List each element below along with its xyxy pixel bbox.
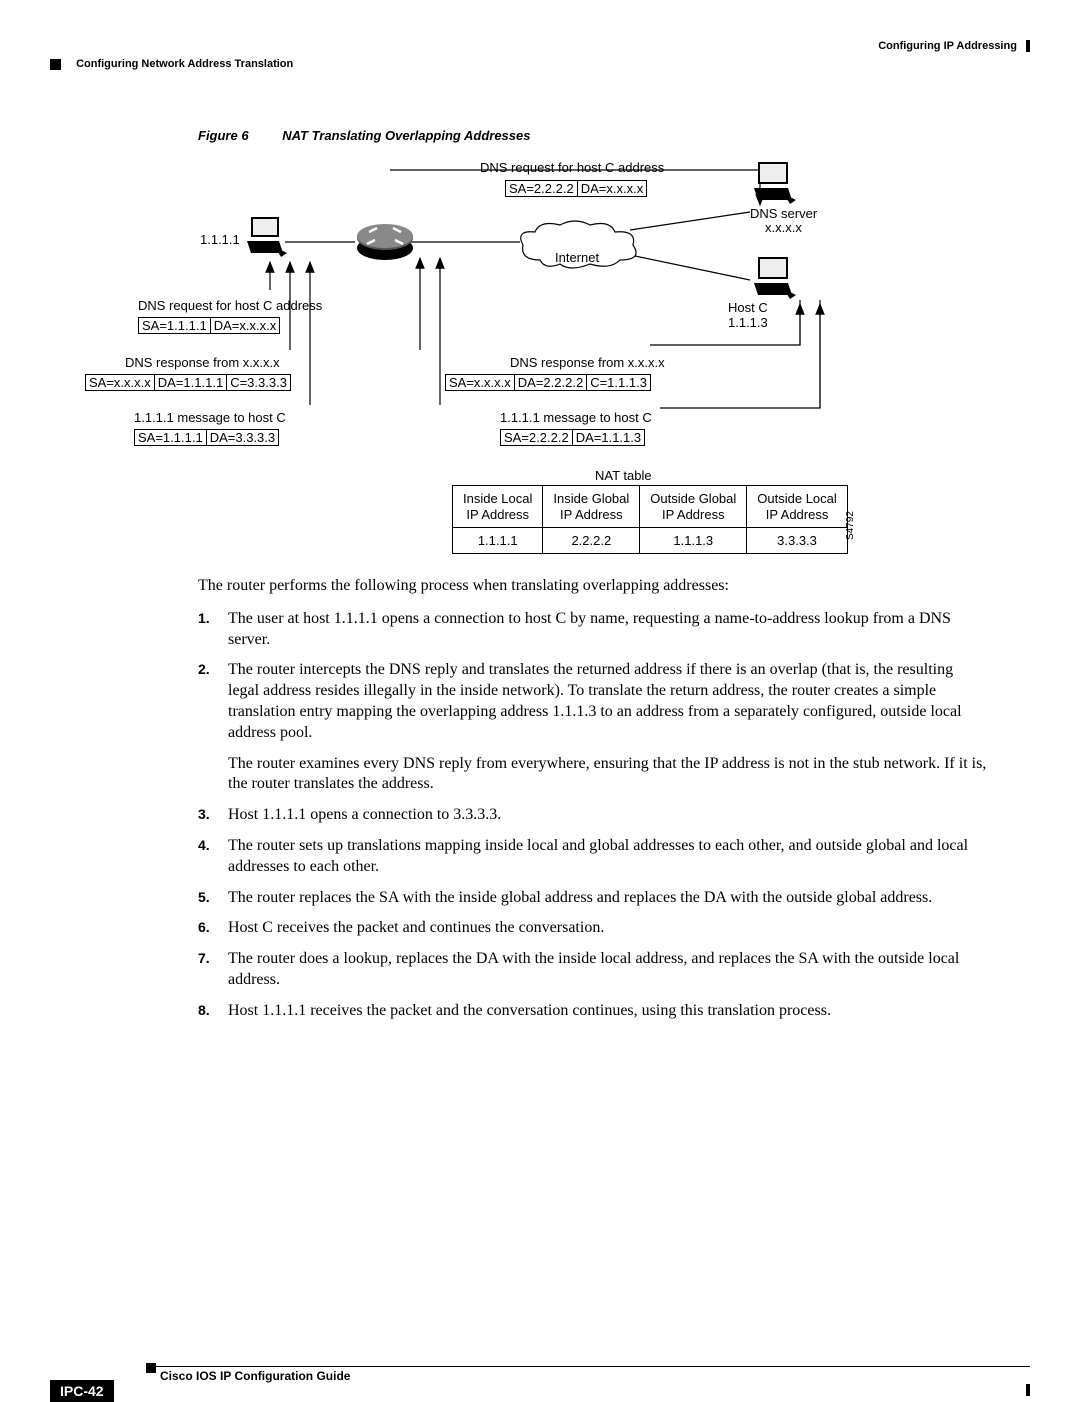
running-header-left: Configuring Network Address Translation bbox=[50, 58, 293, 70]
header-right-marker-icon bbox=[1026, 40, 1030, 52]
step-3: 3.Host 1.1.1.1 opens a connection to 3.3… bbox=[198, 805, 988, 826]
left-dns-response: DNS response from x.x.x.x bbox=[125, 355, 280, 370]
nat-td-0: 1.1.1.1 bbox=[453, 528, 543, 554]
nat-th-3: Outside Local IP Address bbox=[747, 486, 848, 528]
left-msg: 1.1.1.1 message to host C bbox=[134, 410, 286, 425]
right-msg: 1.1.1.1 message to host C bbox=[500, 410, 652, 425]
rp2-da: DA=2.2.2.2 bbox=[514, 375, 586, 391]
dns-server-addr: x.x.x.x bbox=[765, 220, 802, 235]
step-5: 5.The router replaces the SA with the in… bbox=[198, 888, 988, 909]
nat-table: Inside Local IP Address Inside Global IP… bbox=[452, 485, 848, 554]
host-c-addr: 1.1.1.3 bbox=[728, 315, 768, 330]
dns-server-icon bbox=[750, 160, 800, 210]
dns-request-top-label: DNS request for host C address bbox=[480, 160, 664, 175]
step-8: 8.Host 1.1.1.1 receives the packet and t… bbox=[198, 1001, 988, 1022]
nat-th-1: Inside Global IP Address bbox=[543, 486, 640, 528]
computer-icon bbox=[245, 215, 290, 260]
host-c-label: Host C bbox=[728, 300, 768, 315]
lp2-sa: SA=x.x.x.x bbox=[86, 375, 155, 391]
lp2-da: DA=1.1.1.1 bbox=[154, 375, 226, 391]
intro-text: The router performs the following proces… bbox=[198, 576, 988, 597]
nat-td-1: 2.2.2.2 bbox=[543, 528, 640, 554]
page-footer: Cisco IOS IP Configuration Guide IPC-42 bbox=[50, 1366, 1030, 1367]
step-6: 6.Host C receives the packet and continu… bbox=[198, 918, 988, 939]
left-dns-request: DNS request for host C address bbox=[138, 298, 322, 313]
nat-th-0: Inside Local IP Address bbox=[453, 486, 543, 528]
step-2: 2.The router intercepts the DNS reply an… bbox=[198, 660, 988, 795]
packet-top-sa: SA=2.2.2.2 bbox=[506, 181, 578, 197]
packet-top: SA=2.2.2.2 DA=x.x.x.x bbox=[505, 180, 647, 197]
right-packet-3: SA=2.2.2.2 DA=1.1.1.3 bbox=[500, 429, 645, 446]
figure-caption: Figure 6 NAT Translating Overlapping Add… bbox=[198, 128, 530, 143]
rp3-da: DA=1.1.1.3 bbox=[572, 430, 644, 446]
step-1: 1.The user at host 1.1.1.1 opens a conne… bbox=[198, 609, 988, 651]
figure-ref-id: S4792 bbox=[845, 511, 856, 540]
nat-td-2: 1.1.1.3 bbox=[640, 528, 747, 554]
footer-right-marker-icon bbox=[1026, 1384, 1030, 1396]
nat-table-title: NAT table bbox=[595, 468, 652, 483]
header-left-marker-icon bbox=[50, 59, 61, 70]
lp3-sa: SA=1.1.1.1 bbox=[135, 430, 207, 446]
body-content: The router performs the following proces… bbox=[198, 576, 988, 1032]
step-2-sub: The router examines every DNS reply from… bbox=[228, 754, 988, 796]
left-packet-1: SA=1.1.1.1 DA=x.x.x.x bbox=[138, 317, 280, 334]
rp3-sa: SA=2.2.2.2 bbox=[501, 430, 573, 446]
figure-number: Figure 6 bbox=[198, 128, 249, 143]
lp1-sa: SA=1.1.1.1 bbox=[139, 318, 211, 334]
header-left-text: Configuring Network Address Translation bbox=[76, 58, 293, 70]
steps-list: 1.The user at host 1.1.1.1 opens a conne… bbox=[198, 609, 988, 1022]
right-packet-2: SA=x.x.x.x DA=2.2.2.2 C=1.1.1.3 bbox=[445, 374, 651, 391]
nat-th-2: Outside Global IP Address bbox=[640, 486, 747, 528]
lp2-c: C=3.3.3.3 bbox=[227, 375, 291, 391]
internet-label: Internet bbox=[555, 250, 599, 265]
lp3-da: DA=3.3.3.3 bbox=[206, 430, 278, 446]
nat-td-3: 3.3.3.3 bbox=[747, 528, 848, 554]
left-packet-3: SA=1.1.1.1 DA=3.3.3.3 bbox=[134, 429, 279, 446]
packet-top-da: DA=x.x.x.x bbox=[577, 181, 647, 197]
rp2-c: C=1.1.1.3 bbox=[587, 375, 651, 391]
page-number-badge: IPC-42 bbox=[50, 1380, 114, 1402]
figure-title: NAT Translating Overlapping Addresses bbox=[282, 128, 530, 143]
dns-server-label: DNS server bbox=[750, 206, 817, 221]
host-c-icon bbox=[750, 255, 800, 305]
left-packet-2: SA=x.x.x.x DA=1.1.1.1 C=3.3.3.3 bbox=[85, 374, 291, 391]
router-icon bbox=[355, 220, 415, 265]
footer-title: Cisco IOS IP Configuration Guide bbox=[160, 1369, 350, 1383]
running-header-right: Configuring IP Addressing bbox=[878, 40, 1030, 52]
header-right-text: Configuring IP Addressing bbox=[878, 40, 1017, 52]
lp1-da: DA=x.x.x.x bbox=[210, 318, 280, 334]
cloud-icon bbox=[515, 220, 645, 275]
step-7: 7.The router does a lookup, replaces the… bbox=[198, 949, 988, 991]
host-a-label: 1.1.1.1 bbox=[200, 232, 240, 247]
footer-marker-icon bbox=[146, 1363, 156, 1373]
rp2-sa: SA=x.x.x.x bbox=[446, 375, 515, 391]
step-4: 4.The router sets up translations mappin… bbox=[198, 836, 988, 878]
right-dns-response: DNS response from x.x.x.x bbox=[510, 355, 665, 370]
